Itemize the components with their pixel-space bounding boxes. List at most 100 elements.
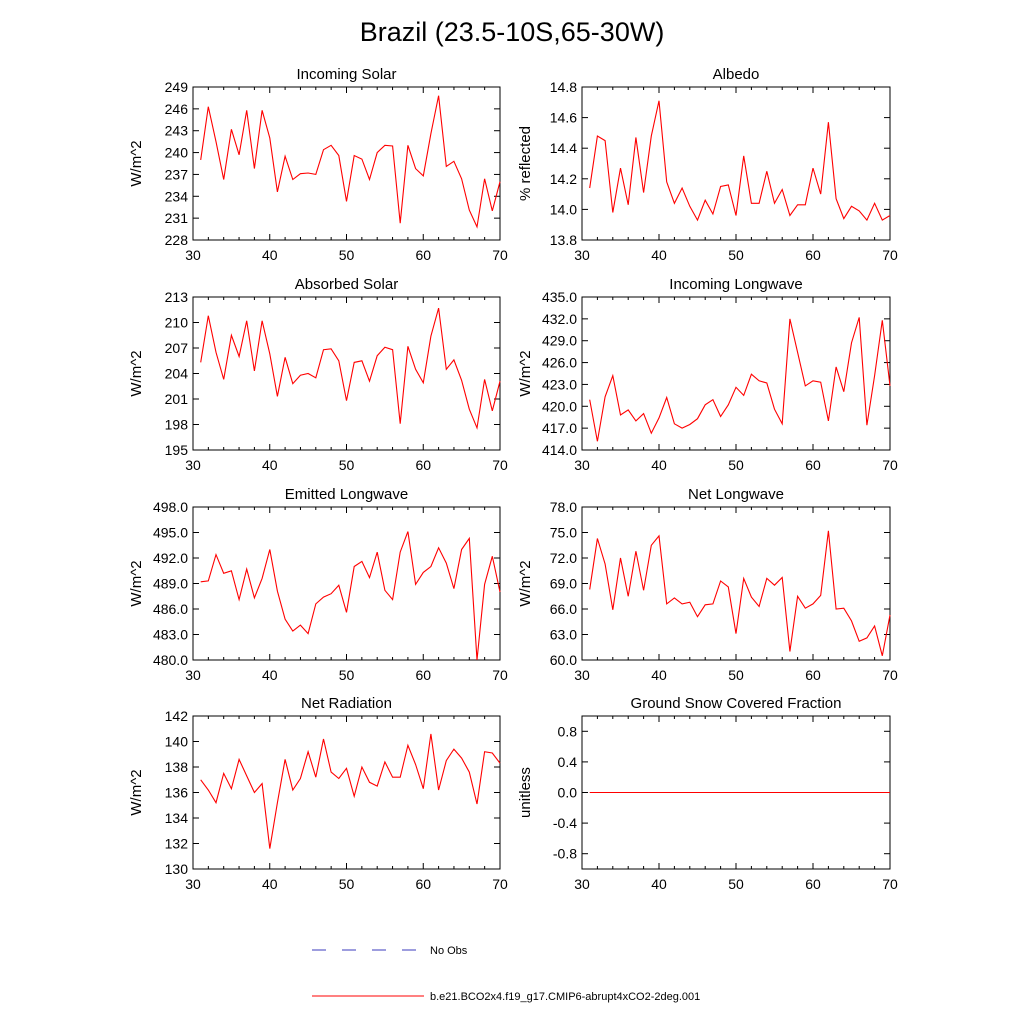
incoming-longwave-series-line <box>589 317 891 442</box>
emitted-longwave-ylabel: W/m^2 <box>128 560 145 606</box>
albedo-series-line <box>589 100 891 222</box>
net-radiation-ytick-label: 142 <box>165 708 189 724</box>
panel-net-longwave: Net Longwave W/m^2 60.0 63.0 66.0 69.0 72.0 75.… <box>517 486 898 683</box>
absorbed-solar-ytick-label: 207 <box>165 340 189 356</box>
ground-snow-covered-fraction-xtick-label: 30 <box>574 876 590 892</box>
net-radiation-xtick-label: 40 <box>262 876 278 892</box>
incoming-longwave-ytick-label: 429.0 <box>542 333 577 349</box>
albedo-xtick-label: 40 <box>651 247 667 263</box>
absorbed-solar-ytick-label: 198 <box>165 417 189 433</box>
panel-incoming-longwave: Incoming Longwave W/m^2 414.0 417.0 420.0 423… <box>517 276 898 473</box>
incoming-longwave-xtick-label: 30 <box>574 457 590 473</box>
incoming-solar-ytick-label: 234 <box>165 188 189 204</box>
net-radiation-ylabel: W/m^2 <box>128 769 145 815</box>
net-longwave-ylabel: W/m^2 <box>517 560 534 606</box>
net-longwave-plot-frame <box>581 506 891 661</box>
absorbed-solar-xtick-label: 30 <box>185 457 201 473</box>
absorbed-solar-ytick-label: 195 <box>165 442 189 458</box>
albedo-xtick-label: 70 <box>882 247 898 263</box>
legend-label-no-obs: No Obs <box>430 945 468 957</box>
net-radiation-ytick-label: 138 <box>165 759 189 775</box>
panel-albedo: Albedo % reflected 13.8 14.0 14.2 14.4 14.6 14.… <box>517 66 898 263</box>
net-radiation-ytick-label: 136 <box>165 785 189 801</box>
albedo-title: Albedo <box>713 66 760 83</box>
net-radiation-xtick-label: 30 <box>185 876 201 892</box>
net-radiation-xtick-label: 70 <box>492 876 508 892</box>
ground-snow-covered-fraction-ytick-label: -0.4 <box>553 815 577 831</box>
legend: No Obs b.e21.BCO2x4.f19_g17.CMIP6-abrupt… <box>312 945 700 1003</box>
incoming-longwave-ytick-label: 426.0 <box>542 355 577 371</box>
panel-net-radiation: Net Radiation W/m^2 130 132 134 136 138 140 142 3… <box>128 695 508 892</box>
albedo-ytick-label: 14.2 <box>550 171 577 187</box>
absorbed-solar-ytick-label: 201 <box>165 391 189 407</box>
albedo-xtick-label: 30 <box>574 247 590 263</box>
emitted-longwave-ytick-label: 486.0 <box>153 601 188 617</box>
incoming-solar-series-line <box>200 95 501 229</box>
net-longwave-xtick-label: 40 <box>651 667 667 683</box>
legend-label-model-run: b.e21.BCO2x4.f19_g17.CMIP6-abrupt4xCO2-2… <box>430 991 700 1003</box>
emitted-longwave-ytick-label: 480.0 <box>153 652 188 668</box>
figure-title: Brazil (23.5-10S,65-30W) <box>360 17 665 47</box>
emitted-longwave-xtick-label: 40 <box>262 667 278 683</box>
net-longwave-xtick-label: 30 <box>574 667 590 683</box>
incoming-solar-ytick-label: 243 <box>165 123 189 139</box>
albedo-ylabel: % reflected <box>517 126 534 201</box>
incoming-longwave-ytick-label: 414.0 <box>542 442 577 458</box>
incoming-longwave-ytick-label: 417.0 <box>542 420 577 436</box>
panel-absorbed-solar: Absorbed Solar W/m^2 195 198 201 204 207 210 213… <box>128 276 508 473</box>
incoming-solar-title: Incoming Solar <box>296 66 396 83</box>
emitted-longwave-ytick-label: 489.0 <box>153 576 188 592</box>
ground-snow-covered-fraction-title: Ground Snow Covered Fraction <box>631 695 842 712</box>
incoming-solar-ytick-label: 246 <box>165 101 189 117</box>
absorbed-solar-series-line <box>200 307 501 430</box>
incoming-solar-ytick-label: 249 <box>165 79 189 95</box>
net-radiation-ytick-label: 134 <box>165 810 189 826</box>
ground-snow-covered-fraction-ytick-label: 0.0 <box>558 785 578 801</box>
net-longwave-ytick-label: 75.0 <box>550 525 577 541</box>
net-longwave-ytick-label: 72.0 <box>550 550 577 566</box>
incoming-solar-xtick-label: 50 <box>339 247 355 263</box>
absorbed-solar-xtick-label: 50 <box>339 457 355 473</box>
emitted-longwave-xtick-label: 70 <box>492 667 508 683</box>
ground-snow-covered-fraction-ylabel: unitless <box>517 767 534 818</box>
ground-snow-covered-fraction-ytick-label: 0.4 <box>558 754 578 770</box>
albedo-xtick-label: 60 <box>805 247 821 263</box>
albedo-ytick-label: 13.8 <box>550 232 577 248</box>
net-longwave-ytick-label: 60.0 <box>550 652 577 668</box>
incoming-solar-ylabel: W/m^2 <box>128 140 145 186</box>
net-radiation-title: Net Radiation <box>301 695 392 712</box>
emitted-longwave-xtick-label: 60 <box>415 667 431 683</box>
albedo-ytick-label: 14.8 <box>550 79 577 95</box>
emitted-longwave-xtick-label: 30 <box>185 667 201 683</box>
emitted-longwave-ytick-label: 498.0 <box>153 499 188 515</box>
net-radiation-ytick-label: 140 <box>165 734 189 750</box>
emitted-longwave-xtick-label: 50 <box>339 667 355 683</box>
net-longwave-title: Net Longwave <box>688 486 784 503</box>
ground-snow-covered-fraction-xtick-label: 40 <box>651 876 667 892</box>
absorbed-solar-plot-frame <box>192 296 501 451</box>
net-radiation-ytick-label: 130 <box>165 861 189 877</box>
net-longwave-ytick-label: 78.0 <box>550 499 577 515</box>
absorbed-solar-ytick-label: 210 <box>165 315 189 331</box>
albedo-plot-frame <box>581 86 891 241</box>
emitted-longwave-ytick-label: 495.0 <box>153 525 188 541</box>
incoming-longwave-ytick-label: 432.0 <box>542 311 577 327</box>
net-radiation-series-line <box>200 733 501 849</box>
incoming-longwave-ytick-label: 420.0 <box>542 398 577 414</box>
incoming-solar-xtick-label: 30 <box>185 247 201 263</box>
absorbed-solar-xtick-label: 40 <box>262 457 278 473</box>
albedo-ytick-label: 14.0 <box>550 201 577 217</box>
incoming-solar-ytick-label: 237 <box>165 166 189 182</box>
incoming-solar-ytick-label: 231 <box>165 210 189 226</box>
net-longwave-xtick-label: 50 <box>728 667 744 683</box>
net-longwave-ytick-label: 69.0 <box>550 576 577 592</box>
albedo-ytick-label: 14.4 <box>550 140 577 156</box>
incoming-longwave-title: Incoming Longwave <box>669 276 802 293</box>
net-radiation-xtick-label: 60 <box>415 876 431 892</box>
incoming-longwave-xtick-label: 70 <box>882 457 898 473</box>
incoming-longwave-ytick-label: 423.0 <box>542 376 577 392</box>
net-longwave-ytick-label: 66.0 <box>550 601 577 617</box>
emitted-longwave-ytick-label: 483.0 <box>153 627 188 643</box>
ground-snow-covered-fraction-ytick-label: -0.8 <box>553 846 577 862</box>
